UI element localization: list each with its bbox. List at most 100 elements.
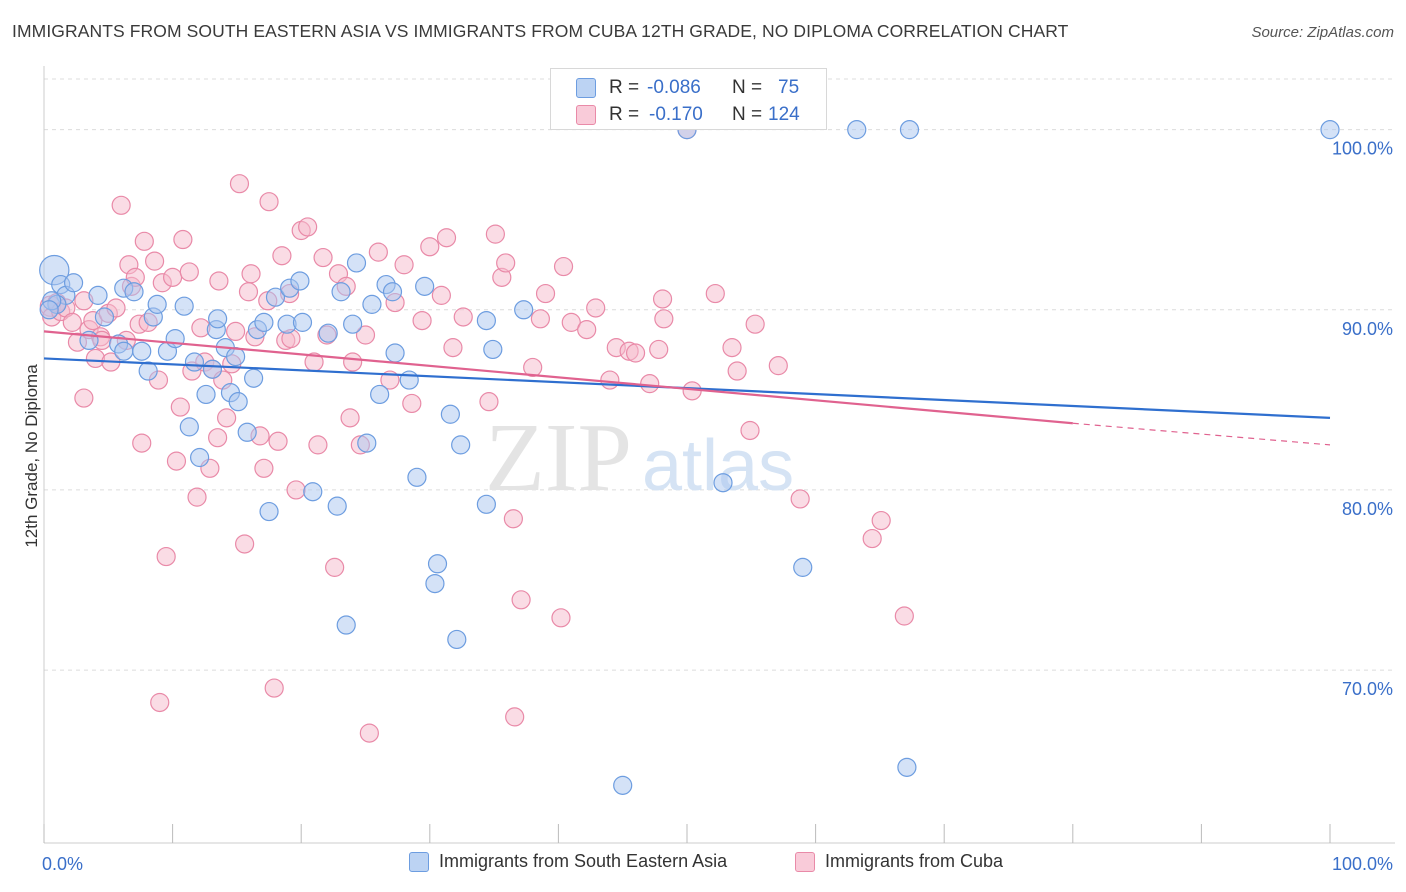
data-point-sea bbox=[63, 273, 84, 293]
data-point-cuba bbox=[722, 338, 742, 358]
trend-line-cuba-extension bbox=[1072, 422, 1331, 446]
sea-r-value: -0.086 bbox=[647, 77, 701, 98]
watermark: ZIP atlas bbox=[485, 404, 794, 512]
data-point-sea bbox=[254, 312, 274, 332]
data-point-cuba bbox=[343, 352, 363, 372]
data-point-cuba bbox=[600, 370, 620, 390]
stats-row-cuba: R = -0.170 N = 124 bbox=[551, 102, 828, 128]
cuba-n-value: 124 bbox=[768, 104, 800, 125]
data-point-cuba bbox=[654, 309, 674, 329]
data-point-sea bbox=[259, 501, 279, 522]
data-point-sea bbox=[88, 285, 108, 305]
data-point-sea bbox=[331, 282, 351, 302]
data-point-sea bbox=[202, 359, 223, 379]
data-point-cuba bbox=[553, 256, 574, 277]
data-point-cuba bbox=[272, 246, 292, 266]
data-point-cuba bbox=[235, 534, 255, 554]
cuba-r-value: -0.170 bbox=[649, 104, 703, 125]
data-point-sea bbox=[415, 276, 435, 296]
data-point-sea bbox=[897, 757, 917, 777]
data-point-cuba bbox=[479, 392, 499, 412]
data-point-sea bbox=[476, 310, 496, 331]
legend-swatch-cuba bbox=[795, 851, 815, 872]
data-point-sea bbox=[382, 282, 403, 302]
data-point-cuba bbox=[156, 546, 176, 567]
data-point-sea bbox=[483, 339, 503, 360]
data-point-sea bbox=[290, 271, 310, 291]
data-point-sea bbox=[147, 294, 167, 314]
data-point-cuba bbox=[229, 174, 250, 194]
data-point-cuba bbox=[523, 357, 543, 378]
data-point-cuba bbox=[530, 309, 550, 329]
data-point-sea bbox=[427, 554, 448, 574]
y-tick-label: 80.0% bbox=[1342, 499, 1393, 519]
data-point-sea bbox=[94, 307, 115, 327]
data-point-sea bbox=[343, 314, 363, 334]
data-point-sea bbox=[847, 120, 867, 140]
data-point-cuba bbox=[505, 707, 525, 727]
watermark-zip: ZIP bbox=[485, 404, 632, 512]
data-point-cuba bbox=[652, 289, 673, 309]
data-point-sea bbox=[292, 312, 313, 332]
sea-swatch bbox=[576, 78, 596, 98]
stats-row-sea: R = -0.086 N = 75 bbox=[551, 75, 828, 101]
data-point-cuba bbox=[453, 307, 473, 327]
data-point-cuba bbox=[132, 433, 152, 453]
source-label: Source: ZipAtlas.com bbox=[1251, 24, 1394, 41]
stats-legend: R = -0.086 N = 75 R = -0.170 N = 124 bbox=[550, 68, 827, 130]
legend-item-cuba[interactable]: Immigrants from Cuba bbox=[795, 851, 1003, 872]
data-point-sea bbox=[303, 482, 323, 502]
data-point-sea bbox=[196, 384, 216, 405]
y-tick-label: 90.0% bbox=[1342, 319, 1393, 339]
data-point-sea bbox=[793, 557, 813, 577]
data-point-cuba bbox=[286, 480, 306, 500]
data-point-sea bbox=[114, 341, 134, 361]
data-point-sea bbox=[228, 392, 248, 412]
data-point-cuba bbox=[208, 428, 228, 448]
x-tick-label-max: 100.0% bbox=[1332, 854, 1393, 874]
cuba-swatch bbox=[576, 105, 596, 125]
data-point-cuba bbox=[768, 356, 788, 376]
data-point-cuba bbox=[325, 557, 345, 577]
data-point-cuba bbox=[226, 321, 246, 342]
axes bbox=[43, 66, 1395, 844]
y-tick-label: 100.0% bbox=[1332, 139, 1393, 159]
data-point-sea bbox=[132, 341, 152, 361]
data-point-sea bbox=[713, 473, 733, 493]
n-label: N = bbox=[732, 104, 763, 125]
data-point-cuba bbox=[170, 397, 190, 417]
data-point-cuba bbox=[436, 228, 457, 248]
data-point-cuba bbox=[894, 606, 914, 626]
data-point-cuba bbox=[394, 255, 414, 275]
data-point-cuba bbox=[268, 431, 288, 451]
data-point-sea bbox=[514, 300, 534, 320]
data-point-sea bbox=[226, 347, 246, 367]
data-point-sea bbox=[190, 447, 210, 468]
y-tick-label: 70.0% bbox=[1342, 679, 1393, 699]
data-point-sea bbox=[208, 309, 228, 329]
data-point-sea bbox=[399, 370, 419, 390]
data-point-cuba bbox=[705, 283, 725, 304]
data-point-cuba bbox=[217, 408, 237, 428]
data-point-cuba bbox=[74, 388, 94, 408]
r-label: R = bbox=[609, 104, 640, 125]
data-point-cuba bbox=[163, 267, 183, 287]
data-point-cuba bbox=[187, 487, 207, 507]
data-point-cuba bbox=[790, 489, 810, 509]
data-point-sea bbox=[362, 294, 382, 314]
y-axis-label: 12th Grade, No Diploma bbox=[22, 364, 41, 548]
data-point-cuba bbox=[264, 678, 284, 698]
data-point-sea bbox=[265, 287, 286, 307]
data-point-sea bbox=[327, 496, 347, 516]
data-point-cuba bbox=[551, 608, 571, 628]
data-point-cuba bbox=[420, 237, 440, 257]
legend-item-sea[interactable]: Immigrants from South Eastern Asia bbox=[409, 851, 727, 872]
legend-label-cuba: Immigrants from Cuba bbox=[825, 851, 1004, 871]
data-point-sea bbox=[237, 422, 257, 442]
data-point-cuba bbox=[134, 231, 154, 251]
data-point-sea bbox=[440, 404, 460, 424]
data-point-cuba bbox=[727, 361, 747, 381]
data-point-sea bbox=[357, 433, 377, 453]
legend-label-sea: Immigrants from South Eastern Asia bbox=[439, 851, 728, 871]
